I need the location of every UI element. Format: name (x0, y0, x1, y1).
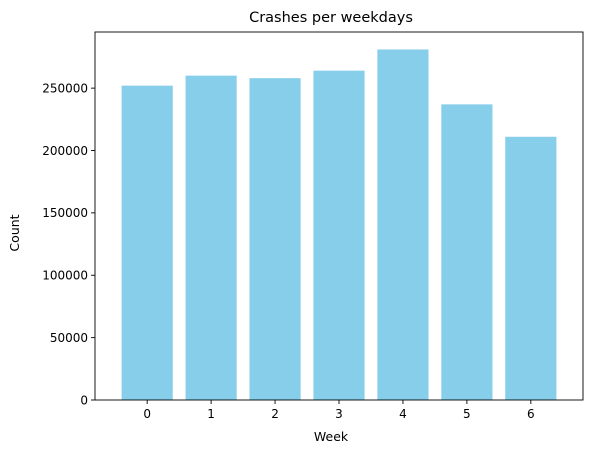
x-tick-label: 3 (335, 407, 343, 421)
x-tick-label: 1 (207, 407, 215, 421)
chart-title: Crashes per weekdays (249, 10, 413, 26)
bar-3 (313, 70, 365, 400)
x-tick-label: 5 (463, 407, 471, 421)
y-tick-label: 0 (80, 393, 88, 407)
plot-frame (94, 31, 584, 401)
bar-2 (249, 78, 301, 400)
y-axis-ticks: 0 50000 100000 150000 200000 250000 (42, 81, 95, 407)
y-tick-label: 150000 (42, 206, 88, 220)
bar-0 (121, 85, 173, 400)
bar-5 (441, 104, 493, 400)
y-tick-label: 100000 (42, 269, 88, 283)
x-tick-label: 4 (399, 407, 407, 421)
bar-1 (185, 75, 237, 401)
y-tick-label: 250000 (42, 81, 88, 95)
y-tick-label: 200000 (42, 144, 88, 158)
x-axis-label: Week (314, 429, 349, 444)
bar-4 (377, 49, 429, 400)
y-axis-label: Count (7, 214, 22, 251)
x-tick-label: 2 (271, 407, 279, 421)
x-tick-label: 6 (527, 407, 535, 421)
bars-group (121, 49, 557, 401)
bar-6 (505, 136, 557, 400)
y-tick-label: 50000 (50, 331, 88, 345)
x-tick-label: 0 (143, 407, 151, 421)
x-axis-ticks: 0 1 2 3 4 5 6 (143, 400, 535, 421)
